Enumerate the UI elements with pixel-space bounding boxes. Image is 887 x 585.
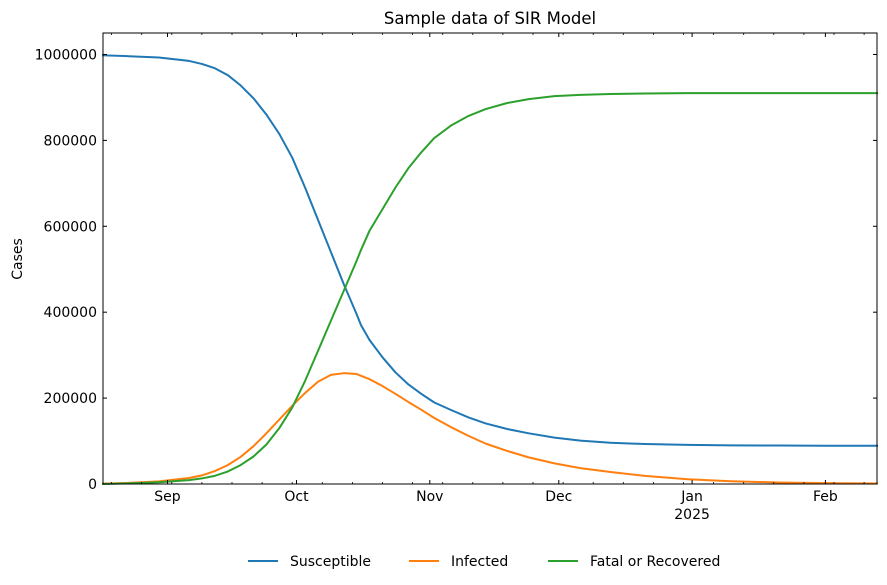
plot-lines bbox=[101, 54, 879, 486]
y-tick-label: 200000 bbox=[44, 391, 97, 407]
y-axis-label: Cases bbox=[10, 238, 26, 280]
legend: Susceptible Infected Fatal or Recovered bbox=[248, 554, 720, 570]
y-axis: 0 200000 400000 600000 800000 1000000 bbox=[35, 47, 877, 493]
y-tick-label: 400000 bbox=[44, 305, 97, 321]
y-tick-label: 0 bbox=[88, 477, 97, 493]
y-tick-label: 600000 bbox=[44, 219, 97, 235]
series-line-2 bbox=[101, 92, 878, 486]
legend-label-0: Susceptible bbox=[290, 554, 371, 570]
legend-label-1: Infected bbox=[451, 554, 508, 570]
x-tick-label: Feb bbox=[813, 489, 838, 505]
series-line-1 bbox=[101, 372, 879, 485]
chart-title: Sample data of SIR Model bbox=[384, 9, 596, 28]
x-tick-sublabel: 2025 bbox=[674, 507, 710, 523]
x-tick-label: Oct bbox=[284, 489, 309, 505]
x-axis: Sep Oct Nov Dec Jan 2025 Feb bbox=[111, 33, 865, 523]
x-tick-label: Jan bbox=[680, 489, 703, 505]
x-tick-label: Nov bbox=[416, 489, 443, 505]
y-tick-label: 800000 bbox=[44, 133, 97, 149]
x-tick-label: Sep bbox=[154, 489, 181, 505]
plot-frame bbox=[102, 32, 878, 485]
x-tick-label: Dec bbox=[545, 489, 572, 505]
series-line-0 bbox=[101, 54, 878, 447]
y-tick-label: 1000000 bbox=[35, 47, 97, 63]
legend-label-2: Fatal or Recovered bbox=[590, 554, 720, 570]
